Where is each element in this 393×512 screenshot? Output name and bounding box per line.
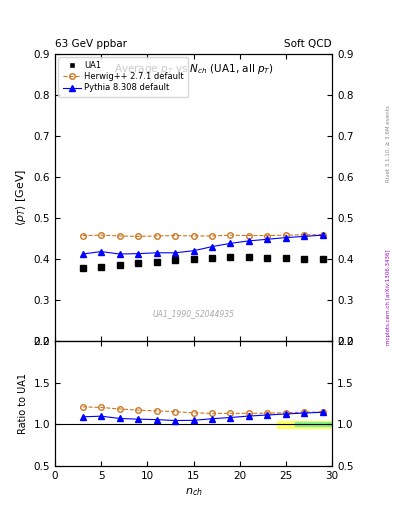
Legend: UA1, Herwig++ 2.7.1 default, Pythia 8.308 default: UA1, Herwig++ 2.7.1 default, Pythia 8.30… xyxy=(58,57,188,97)
Text: 63 GeV ppbar: 63 GeV ppbar xyxy=(55,38,127,49)
Text: Soft QCD: Soft QCD xyxy=(285,38,332,49)
Y-axis label: Ratio to UA1: Ratio to UA1 xyxy=(18,373,28,434)
Text: mcplots.cern.ch [arXiv:1306.3436]: mcplots.cern.ch [arXiv:1306.3436] xyxy=(386,249,391,345)
Text: Average $p_T$ vs $N_{ch}$ (UA1, all $p_T$): Average $p_T$ vs $N_{ch}$ (UA1, all $p_T… xyxy=(114,62,274,76)
X-axis label: $n_{ch}$: $n_{ch}$ xyxy=(185,486,202,498)
Y-axis label: $\langle p_T \rangle$ [GeV]: $\langle p_T \rangle$ [GeV] xyxy=(14,169,28,226)
Text: Rivet 3.1.10, ≥ 3.6M events: Rivet 3.1.10, ≥ 3.6M events xyxy=(386,105,391,182)
Text: UA1_1990_S2044935: UA1_1990_S2044935 xyxy=(152,309,235,318)
